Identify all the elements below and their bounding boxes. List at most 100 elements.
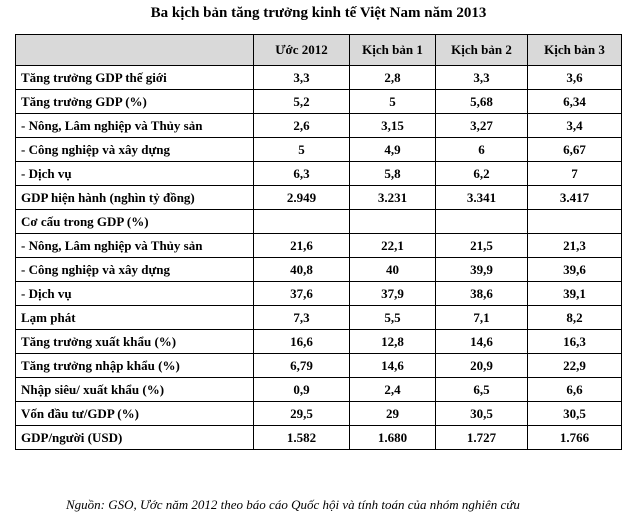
value-cell: 1.582: [253, 425, 350, 450]
value-cell: 7: [527, 161, 622, 186]
row-label-cell: GDP/người (USD): [15, 425, 254, 450]
value-cell: 8,2: [527, 305, 622, 330]
value-cell: 40: [349, 257, 436, 282]
value-cell: 14,6: [349, 353, 436, 378]
table-row: Nhập siêu/ xuất khẩu (%) 0,9 2,4 6,5 6,6: [15, 377, 622, 402]
value-cell: 39,9: [435, 257, 528, 282]
value-cell: [253, 209, 350, 234]
value-cell: 39,6: [527, 257, 622, 282]
value-cell: 2,6: [253, 113, 350, 138]
header-kich-ban-1: Kịch bản 1: [349, 34, 436, 66]
row-label-cell: Tăng trưởng GDP (%): [15, 89, 254, 114]
value-cell: 5,2: [253, 89, 350, 114]
table-row: - Công nghiệp và xây dựng 40,8 40 39,9 39,6: [15, 257, 622, 282]
row-label-cell: Cơ cấu trong GDP (%): [15, 209, 254, 234]
row-label-cell: Vốn đầu tư/GDP (%): [15, 401, 254, 426]
table-row: Tăng trưởng xuất khẩu (%) 16,6 12,8 14,6 16,…: [15, 329, 622, 354]
value-cell: 6,5: [435, 377, 528, 402]
table-body: Tăng trưởng GDP thế giới 3,3 2,8 3,3 3,6 Tăng…: [15, 65, 622, 450]
value-cell: 3,6: [527, 65, 622, 90]
table-row: - Dịch vụ 6,3 5,8 6,2 7: [15, 161, 622, 186]
value-cell: 5,5: [349, 305, 436, 330]
value-cell: 6,34: [527, 89, 622, 114]
value-cell: 29: [349, 401, 436, 426]
value-cell: 3,4: [527, 113, 622, 138]
table-row: GDP/người (USD) 1.582 1.680 1.727 1.766: [15, 425, 622, 450]
value-cell: 0,9: [253, 377, 350, 402]
value-cell: 21,3: [527, 233, 622, 258]
value-cell: 6,79: [253, 353, 350, 378]
row-label-cell: - Dịch vụ: [15, 161, 254, 186]
table-title: Ba kịch bản tăng trưởng kinh tế Việt Nam…: [150, 5, 487, 21]
row-label-cell: Tăng trưởng nhập khẩu (%): [15, 353, 254, 378]
table-row: Tăng trưởng nhập khẩu (%) 6,79 14,6 20,9 22,…: [15, 353, 622, 378]
row-label-cell: - Công nghiệp và xây dựng: [15, 257, 254, 282]
table-row: Tăng trưởng GDP thế giới 3,3 2,8 3,3 3,6: [15, 65, 622, 90]
value-cell: 3,3: [253, 65, 350, 90]
value-cell: 6,2: [435, 161, 528, 186]
value-cell: 14,6: [435, 329, 528, 354]
value-cell: 3,15: [349, 113, 436, 138]
value-cell: 37,6: [253, 281, 350, 306]
table-row: Tăng trưởng GDP (%) 5,2 5 5,68 6,34: [15, 89, 622, 114]
table-row: - Nông, Lâm nghiệp và Thủy sản 2,6 3,15 3,2…: [15, 113, 622, 138]
value-cell: 16,3: [527, 329, 622, 354]
value-cell: 3,27: [435, 113, 528, 138]
value-cell: [527, 209, 622, 234]
value-cell: 2.949: [253, 185, 350, 210]
row-label-cell: Tăng trưởng xuất khẩu (%): [15, 329, 254, 354]
table-header-row: Ước 2012 Kịch bản 1 Kịch bản 2 Kịch bản …: [15, 34, 622, 66]
value-cell: 38,6: [435, 281, 528, 306]
table-row: GDP hiện hành (nghìn tỷ đồng) 2.949 3.231 3…: [15, 185, 622, 210]
row-label-cell: - Nông, Lâm nghiệp và Thủy sản: [15, 233, 254, 258]
row-label-cell: GDP hiện hành (nghìn tỷ đồng): [15, 185, 254, 210]
row-label-cell: - Nông, Lâm nghiệp và Thủy sản: [15, 113, 254, 138]
row-label-cell: Tăng trưởng GDP thế giới: [15, 65, 254, 90]
value-cell: 3.231: [349, 185, 436, 210]
value-cell: 5: [349, 89, 436, 114]
value-cell: 7,3: [253, 305, 350, 330]
value-cell: 37,9: [349, 281, 436, 306]
header-kich-ban-2: Kịch bản 2: [435, 34, 528, 66]
value-cell: 1.727: [435, 425, 528, 450]
value-cell: 1.680: [349, 425, 436, 450]
row-label-cell: Nhập siêu/ xuất khẩu (%): [15, 377, 254, 402]
table-row: Vốn đầu tư/GDP (%) 29,5 29 30,5 30,5: [15, 401, 622, 426]
value-cell: 6,67: [527, 137, 622, 162]
value-cell: 22,9: [527, 353, 622, 378]
row-label-cell: Lạm phát: [15, 305, 254, 330]
value-cell: 2,8: [349, 65, 436, 90]
value-cell: 40,8: [253, 257, 350, 282]
table-row: - Công nghiệp và xây dựng 5 4,9 6 6,67: [15, 137, 622, 162]
value-cell: 3.417: [527, 185, 622, 210]
value-cell: 1.766: [527, 425, 622, 450]
value-cell: 6,6: [527, 377, 622, 402]
value-cell: 5,8: [349, 161, 436, 186]
value-cell: 39,1: [527, 281, 622, 306]
source-note: Nguồn: GSO, Ước năm 2012 theo báo cáo Qu…: [66, 497, 520, 512]
value-cell: 4,9: [349, 137, 436, 162]
header-kich-ban-3: Kịch bản 3: [527, 34, 622, 66]
value-cell: 2,4: [349, 377, 436, 402]
value-cell: 12,8: [349, 329, 436, 354]
economic-scenarios-table: Ước 2012 Kịch bản 1 Kịch bản 2 Kịch bản …: [15, 34, 622, 450]
table-row: Cơ cấu trong GDP (%): [15, 209, 622, 234]
value-cell: 20,9: [435, 353, 528, 378]
row-label-cell: - Dịch vụ: [15, 281, 254, 306]
header-uoc-2012: Ước 2012: [253, 34, 350, 66]
value-cell: [435, 209, 528, 234]
table-row: Lạm phát 7,3 5,5 7,1 8,2: [15, 305, 622, 330]
value-cell: [349, 209, 436, 234]
value-cell: 29,5: [253, 401, 350, 426]
value-cell: 7,1: [435, 305, 528, 330]
value-cell: 22,1: [349, 233, 436, 258]
header-corner-cell: [15, 34, 254, 66]
value-cell: 21,5: [435, 233, 528, 258]
table-row: - Nông, Lâm nghiệp và Thủy sản 21,6 22,1 21…: [15, 233, 622, 258]
value-cell: 5,68: [435, 89, 528, 114]
value-cell: 3.341: [435, 185, 528, 210]
value-cell: 21,6: [253, 233, 350, 258]
value-cell: 5: [253, 137, 350, 162]
value-cell: 30,5: [527, 401, 622, 426]
value-cell: 6: [435, 137, 528, 162]
